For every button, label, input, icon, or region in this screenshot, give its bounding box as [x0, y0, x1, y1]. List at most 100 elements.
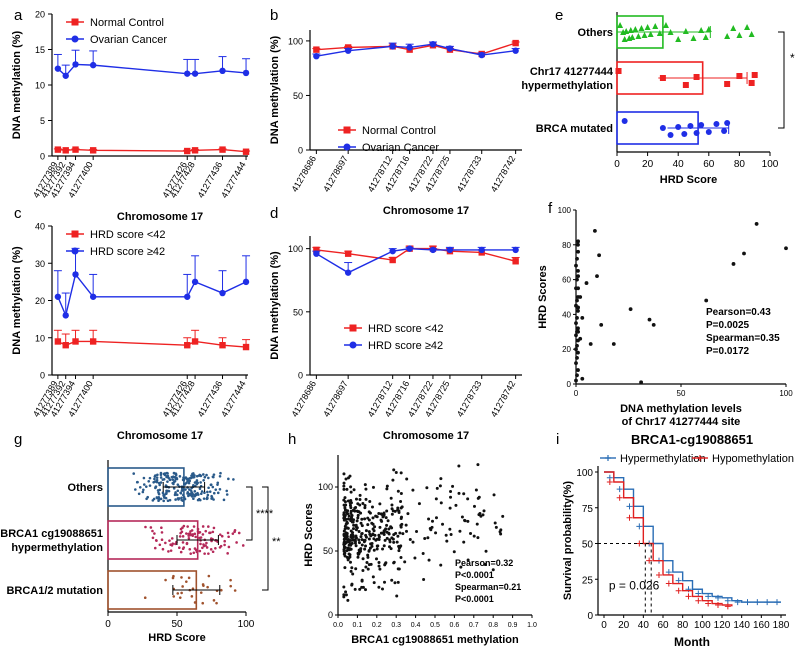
- f-point-7: [575, 343, 579, 348]
- g-point-0-101: [148, 484, 152, 487]
- f-point-38: [597, 253, 601, 258]
- h-point-240: [353, 509, 357, 513]
- c-ytick-label-3: 30: [35, 259, 45, 269]
- h-point-285: [394, 531, 398, 535]
- h-point-273: [361, 557, 365, 561]
- c-ytick-label-4: 40: [35, 222, 45, 232]
- h-point-378: [367, 518, 371, 522]
- h-point-203: [372, 581, 376, 585]
- h-point-336: [399, 471, 403, 475]
- h-point-24: [364, 529, 368, 533]
- b-ylabel: DNA methylation (%): [269, 35, 281, 144]
- h-point-185: [364, 565, 368, 569]
- i-ytick-label-0: 0: [587, 611, 593, 622]
- h-point-103: [357, 529, 361, 533]
- g-point-0-217: [166, 472, 169, 475]
- a-series-0-point-1: [62, 147, 69, 154]
- g-point-0-189: [216, 481, 220, 485]
- h-point-367: [352, 518, 356, 522]
- h-stat-3: P<0.0001: [455, 594, 494, 604]
- i-series-1-censor-2: [616, 494, 623, 501]
- h-point-209: [399, 492, 403, 496]
- g-point-1-78: [208, 531, 211, 535]
- h-point-169: [354, 544, 358, 548]
- h-point-416: [478, 512, 482, 516]
- b-series-1-point-2: [389, 43, 396, 50]
- e-xtick-label-4: 80: [734, 159, 746, 170]
- a-series-1-line: [57, 63, 247, 77]
- d-series-1-line: [316, 247, 516, 274]
- g-point-1-107: [214, 546, 217, 550]
- e-point-0-23: [724, 33, 731, 39]
- h-point-44: [344, 593, 348, 597]
- g-xtick-label-0: 0: [105, 619, 111, 630]
- h-point-217: [344, 508, 348, 512]
- h-point-282: [346, 598, 350, 602]
- f-point-11: [576, 326, 580, 331]
- e-category-label-1-0: Chr17 41277444: [530, 66, 614, 78]
- g-point-0-206: [192, 472, 195, 475]
- h-point-377: [371, 532, 375, 536]
- h-point-306: [360, 543, 364, 547]
- i-series-0-censor-11: [705, 593, 712, 600]
- f-ytick-label-1: 20: [562, 345, 571, 354]
- chart-g: 0 50 100 HRD Score Others BRCA1 cg19088651 hyp…: [0, 460, 281, 644]
- d-series-1-point-6: [478, 246, 485, 254]
- b-xtick-label-6: 41278733: [455, 154, 484, 194]
- h-xlabel: BRCA1 cg19088651 methylation: [351, 634, 519, 646]
- h-point-309: [390, 507, 394, 511]
- h-point-281: [350, 582, 354, 586]
- h-point-161: [357, 538, 361, 542]
- h-point-283: [342, 585, 346, 589]
- h-point-279: [373, 525, 377, 529]
- f-point-22: [575, 256, 579, 261]
- g-point-0-43: [202, 497, 206, 500]
- h-point-375: [349, 490, 353, 494]
- g-point-1-51: [169, 549, 173, 552]
- g-point-0-123: [207, 476, 210, 480]
- e-point-1-2: [682, 82, 689, 88]
- h-point-395: [354, 534, 358, 538]
- h-point-230: [387, 527, 391, 531]
- h-point-334: [367, 548, 371, 552]
- g-point-0-213: [206, 497, 209, 500]
- g-point-0-208: [176, 489, 180, 493]
- h-point-275: [382, 544, 386, 548]
- i-series-1-censor-8: [675, 587, 682, 594]
- g-xtick-label-1: 50: [171, 619, 183, 630]
- b-series-0-line: [316, 42, 516, 55]
- h-point-211: [365, 561, 369, 565]
- e-point-0-8: [635, 33, 642, 39]
- h-point-166: [343, 524, 347, 528]
- h-point-105: [378, 525, 382, 529]
- f-point-40: [611, 342, 616, 346]
- h-point-184: [349, 529, 353, 533]
- g-point-1-57: [196, 527, 200, 531]
- g-point-0-221: [185, 477, 189, 481]
- g-point-0-196: [180, 488, 184, 492]
- h-point-417: [427, 517, 431, 521]
- g-point-1-67: [204, 544, 207, 547]
- h-xtick-label-8: 0.8: [488, 622, 498, 629]
- a-series-0-point-7: [242, 148, 250, 155]
- g-point-0-178: [173, 479, 177, 483]
- g-point-0-193: [170, 475, 174, 479]
- g-point-1-75: [167, 550, 170, 553]
- d-xtick-label-7: 41278742: [489, 379, 518, 419]
- c-legend-marker-0: [71, 230, 79, 238]
- f-point-36: [593, 228, 597, 233]
- h-point-323: [422, 578, 426, 582]
- h-point-327: [448, 527, 452, 531]
- g-point-1-11: [212, 526, 216, 530]
- e-point-1-0: [615, 68, 622, 74]
- g-point-0-187: [218, 474, 222, 478]
- i-series-0-censor-10: [695, 590, 702, 597]
- g-point-0-23: [166, 499, 170, 503]
- h-point-363: [408, 537, 412, 541]
- h-point-311: [404, 523, 408, 527]
- h-point-96: [386, 519, 390, 523]
- g-point-0-31: [147, 479, 151, 483]
- g-point-1-70: [207, 525, 210, 528]
